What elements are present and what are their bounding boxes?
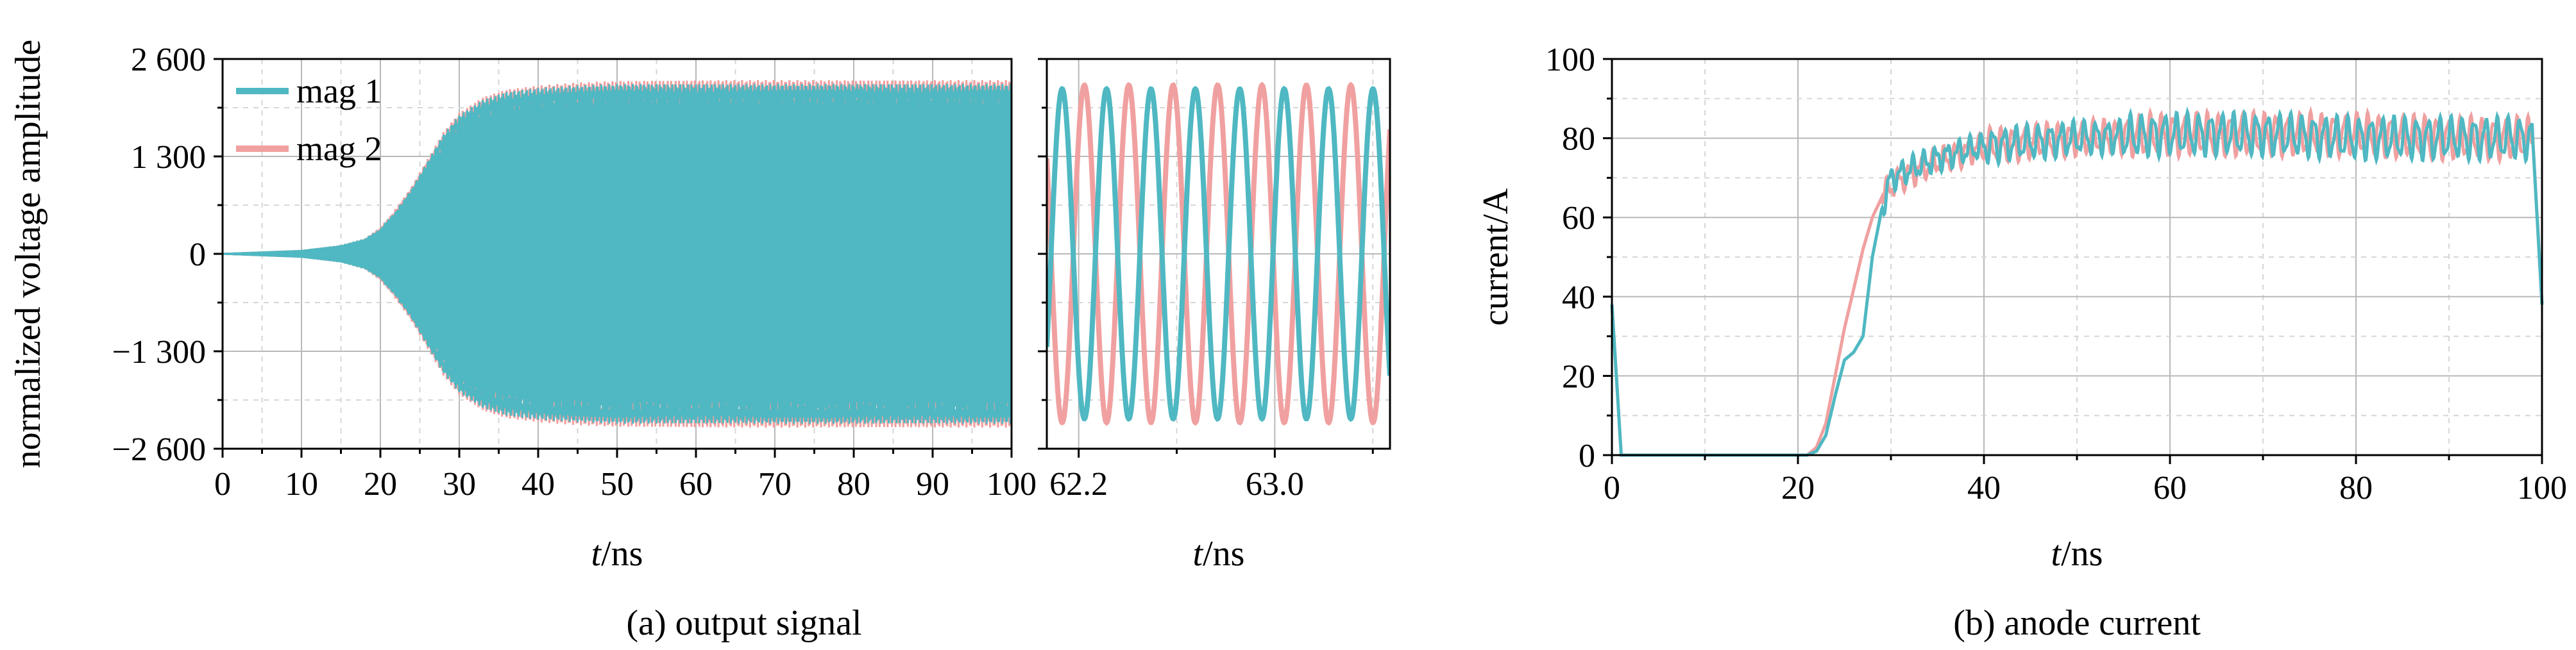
legend-label: mag 1 xyxy=(296,72,382,110)
series-edge-upper xyxy=(223,84,1013,255)
y-tick-label: 100 xyxy=(1545,42,1595,78)
panel-a-zoom-series xyxy=(1047,81,1390,426)
y-tick-label: 60 xyxy=(1562,200,1595,237)
series-mag-1 xyxy=(1047,85,1390,422)
x-tick-label: 60 xyxy=(2153,470,2187,506)
x-tick-label: 70 xyxy=(758,466,792,503)
x-tick-label: 63.0 xyxy=(1246,466,1304,503)
x-tick-label: 40 xyxy=(1967,470,2001,506)
y-tick-label: 0 xyxy=(1579,438,1595,474)
panel-b-ylabel: current/A xyxy=(1476,188,1516,326)
panel-a-zoom-xlabel-var: t xyxy=(1193,534,1204,574)
panel-a-zoom-xlabel: t/ns xyxy=(1193,534,1245,574)
panel-b-ticks: 0 20 40 60 80 100 0 20 40 60 80 100 xyxy=(1545,42,2567,506)
x-tick-label: 60 xyxy=(679,466,713,503)
x-tick-label: 40 xyxy=(521,466,555,503)
panel-a-zoom-ticks: 62.2 63.0 xyxy=(1038,58,1374,503)
x-tick-label: 0 xyxy=(214,466,231,503)
caption-a: (a) output signal xyxy=(626,603,861,643)
panel-a-zoom-xlabel-unit: /ns xyxy=(1203,534,1244,574)
y-tick-label: 20 xyxy=(1562,358,1595,395)
x-tick-label: 90 xyxy=(916,466,949,503)
series-mag-2 xyxy=(1047,81,1390,426)
panel-a-main: 0 10 20 30 40 50 60 70 80 90 100 −2 600 −1 300 0 1 300… xyxy=(8,40,1037,574)
x-tick-label: 100 xyxy=(987,466,1037,503)
x-tick-label: 80 xyxy=(2339,470,2373,506)
panel-b: 0 20 40 60 80 100 0 20 40 60 80 100 current/A t/ns xyxy=(1476,42,2567,574)
y-tick-label: 2 600 xyxy=(131,42,206,78)
y-tick-label: −2 600 xyxy=(112,431,206,468)
panel-a-main-ticks: 0 10 20 30 40 50 60 70 80 90 100 −2 600 −1 300 0 1 300… xyxy=(112,42,1037,503)
panel-b-xlabel-unit: /ns xyxy=(2061,534,2103,574)
panel-a-main-xlabel: t/ns xyxy=(591,534,643,574)
panel-a-main-xlabel-unit: /ns xyxy=(601,534,643,574)
y-tick-label: 1 300 xyxy=(131,139,206,176)
panel-a-main-series xyxy=(223,79,1013,428)
x-tick-label: 100 xyxy=(2517,470,2567,506)
panel-b-xlabel: t/ns xyxy=(2051,534,2103,574)
x-tick-label: 10 xyxy=(285,466,318,503)
x-tick-label: 62.2 xyxy=(1049,466,1108,503)
x-tick-label: 0 xyxy=(1604,470,1620,506)
panel-a-zoom: 62.2 63.0 t/ns xyxy=(1038,58,1391,574)
series-edge-lower xyxy=(223,253,1013,424)
y-tick-label: 40 xyxy=(1562,279,1595,316)
y-tick-label: −1 300 xyxy=(112,334,206,371)
legend: mag 1 mag 2 xyxy=(236,72,382,168)
panel-b-xlabel-var: t xyxy=(2051,534,2062,574)
x-tick-label: 20 xyxy=(364,466,397,503)
y-tick-label: 80 xyxy=(1562,121,1595,158)
panel-a-main-xlabel-var: t xyxy=(591,534,602,574)
caption-b: (b) anode current xyxy=(1953,603,2201,643)
x-tick-label: 50 xyxy=(600,466,634,503)
x-tick-label: 30 xyxy=(443,466,476,503)
y-tick-label: 0 xyxy=(189,237,206,273)
x-tick-label: 80 xyxy=(837,466,870,503)
x-tick-label: 20 xyxy=(1781,470,1815,506)
legend-label: mag 2 xyxy=(296,129,382,168)
panel-a-ylabel: normalized voltage amplitude xyxy=(8,40,48,469)
